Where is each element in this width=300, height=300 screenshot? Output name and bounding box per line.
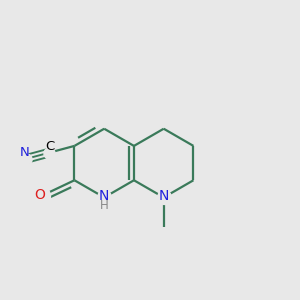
Text: N: N	[99, 189, 110, 203]
Text: N: N	[158, 189, 169, 203]
Text: O: O	[35, 188, 46, 202]
Text: N: N	[20, 146, 30, 159]
Text: H: H	[100, 199, 109, 212]
Text: C: C	[46, 140, 55, 154]
